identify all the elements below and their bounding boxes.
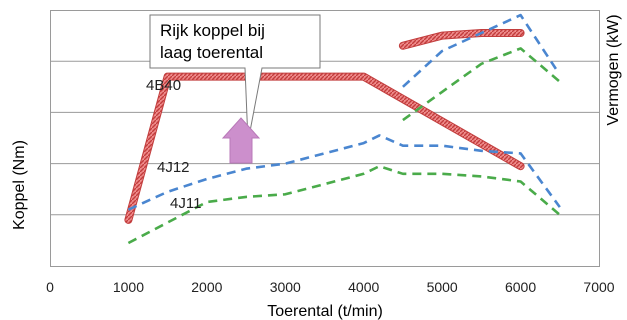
series-layer [124, 13, 561, 245]
series-line-4b40-torque-0 [125, 73, 524, 223]
callout-text-line-2: laag toerental [160, 43, 263, 62]
callout-text-line-1: Rijk koppel bij [160, 21, 265, 40]
series-label-4b40: 4B40 [146, 77, 181, 94]
y-axis-title-left: Koppel (Nm) [11, 140, 28, 230]
series-label-4j11: 4J11 [170, 195, 201, 212]
x-tick-label-4: 4000 [348, 279, 379, 295]
x-tick-label-1: 1000 [113, 279, 144, 295]
series-label-4j12: 4J12 [157, 159, 190, 176]
x-tick-label-0: 0 [46, 279, 54, 295]
series-line-unnamed-power-5 [402, 47, 561, 122]
plot-area-border [50, 10, 600, 267]
plot-frame [50, 10, 600, 267]
y-axis-title-right: Vermogen (kW) [605, 14, 622, 125]
x-tick-label-7: 7000 [583, 279, 614, 295]
series-line-4j12-torque-1 [127, 134, 561, 211]
x-tick-label-2: 2000 [191, 279, 222, 295]
series-line-unnamed-power-3 [399, 30, 524, 49]
callout-box [149, 14, 321, 143]
x-tick-label-5: 5000 [427, 279, 458, 295]
annotation-callout: Rijk koppel bij laag toerental [149, 14, 321, 164]
x-tick-label-3: 3000 [270, 279, 301, 295]
tick-layer: 0 1000 2000 3000 4000 5000 6000 7000 [46, 279, 615, 295]
series-line-unnamed-power-4 [402, 13, 557, 88]
callout-up-arrow-icon [221, 117, 261, 164]
x-tick-label-6: 6000 [505, 279, 536, 295]
series-line-4j11-torque-2 [127, 164, 561, 245]
x-axis-title: Toerental (t/min) [267, 303, 383, 320]
